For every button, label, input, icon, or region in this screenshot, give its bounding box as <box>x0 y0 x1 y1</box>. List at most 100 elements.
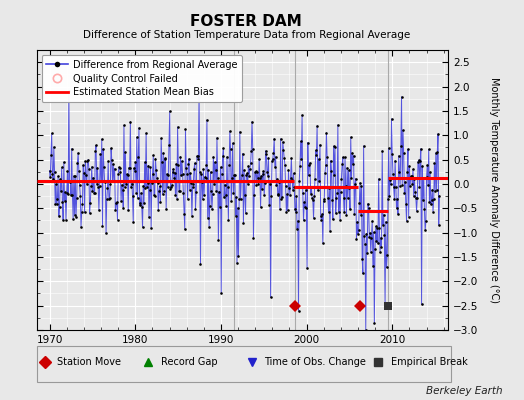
Point <box>130 165 138 171</box>
Point <box>192 189 200 196</box>
Point <box>408 181 417 187</box>
Point <box>383 252 391 258</box>
Point <box>73 159 82 166</box>
Point <box>357 183 366 189</box>
Point <box>144 162 152 169</box>
Point <box>75 182 84 188</box>
Point <box>277 136 285 142</box>
Point <box>319 240 327 246</box>
Point <box>128 180 136 187</box>
Point <box>271 154 280 160</box>
Point <box>381 218 390 225</box>
Point <box>144 180 152 186</box>
Point <box>309 215 318 221</box>
Point <box>355 200 364 206</box>
Point <box>283 207 292 213</box>
Point <box>290 184 298 190</box>
Point <box>81 158 90 164</box>
Point <box>434 131 442 137</box>
Point <box>229 190 237 196</box>
Point <box>191 160 199 166</box>
Point <box>46 167 54 174</box>
Point <box>211 166 220 173</box>
Text: Berkeley Earth: Berkeley Earth <box>427 386 503 396</box>
Point <box>346 206 354 213</box>
Point <box>313 122 321 129</box>
Point <box>176 153 184 160</box>
Point <box>253 169 261 175</box>
Point <box>90 190 98 196</box>
Point <box>311 147 320 154</box>
Point <box>217 290 225 296</box>
Point <box>87 183 95 190</box>
Point <box>309 196 317 203</box>
Point <box>168 182 176 188</box>
Point <box>316 141 324 148</box>
Point <box>354 230 362 237</box>
Point <box>91 190 99 196</box>
Point <box>97 178 105 184</box>
Point <box>148 170 157 177</box>
Point <box>421 227 429 234</box>
Point <box>177 172 185 178</box>
Point <box>52 201 61 208</box>
Point <box>297 156 305 162</box>
Point <box>400 190 409 196</box>
Point <box>53 196 62 202</box>
Point <box>289 170 298 176</box>
Point <box>115 164 123 170</box>
Point <box>101 177 110 184</box>
Point <box>386 177 394 183</box>
Point <box>291 209 300 215</box>
Point <box>377 234 385 241</box>
Point <box>62 216 70 223</box>
Point <box>407 173 416 180</box>
Point <box>293 226 301 232</box>
Point <box>379 222 387 228</box>
Point <box>59 217 67 223</box>
Point <box>226 146 235 152</box>
Point <box>162 206 170 212</box>
Point <box>91 148 100 155</box>
Point <box>104 158 112 164</box>
Point <box>258 186 266 192</box>
Point <box>409 192 418 199</box>
Point <box>246 166 254 172</box>
Point <box>340 209 348 215</box>
Point <box>189 180 198 187</box>
Point <box>85 166 93 172</box>
Point <box>258 170 267 177</box>
Point <box>327 167 335 174</box>
Point <box>385 145 393 152</box>
Point <box>245 173 253 179</box>
Point <box>199 166 208 173</box>
Point <box>393 196 401 202</box>
Point <box>54 173 62 179</box>
Point <box>120 122 128 128</box>
Point <box>181 126 190 132</box>
Point <box>431 188 439 194</box>
Point <box>112 200 121 206</box>
Point <box>63 168 72 175</box>
Point <box>180 210 188 217</box>
Point <box>267 193 276 199</box>
Point <box>307 184 315 191</box>
Point <box>58 164 66 171</box>
Point <box>173 195 181 202</box>
Point <box>397 143 405 150</box>
Point <box>361 241 369 248</box>
Point <box>430 160 439 167</box>
Point <box>314 187 322 194</box>
Point <box>140 159 149 166</box>
Point <box>170 175 178 181</box>
Point <box>261 148 270 154</box>
Point <box>158 159 166 165</box>
Point <box>315 178 323 184</box>
Point <box>125 165 134 172</box>
Point <box>427 201 435 208</box>
Point <box>62 190 71 196</box>
Point <box>342 182 350 189</box>
Point <box>352 176 360 182</box>
Point <box>333 190 341 196</box>
Point <box>216 164 225 170</box>
